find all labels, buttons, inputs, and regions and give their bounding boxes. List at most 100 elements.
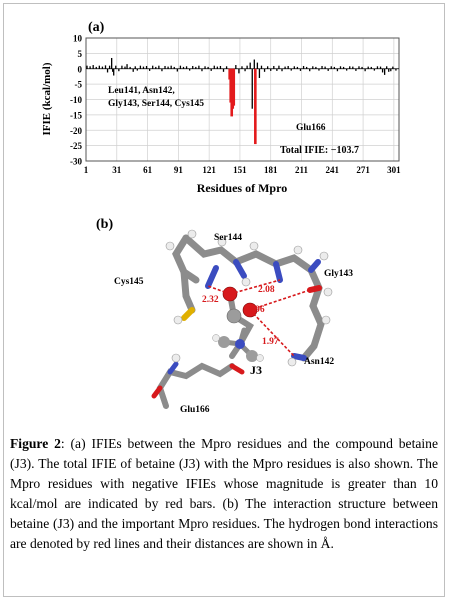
ifie-bar bbox=[296, 66, 299, 69]
ifie-bar bbox=[95, 66, 97, 69]
ifie-bar bbox=[124, 66, 126, 69]
annotation-total-ifie: Total IFIE: −103.7 bbox=[280, 145, 359, 156]
annotation-left-group-line1: Leu141, Asn142, bbox=[108, 86, 175, 96]
ifie-bar bbox=[321, 65, 323, 69]
highlight-bar bbox=[232, 68, 236, 106]
panel-a: (a) 10 5 0 -5 -10 -15 -20 -25 -30 1 31 61 91 121 151 18… bbox=[36, 15, 416, 200]
hbond-distance-labels: 2.32 2.08 1.96 1.97 bbox=[202, 285, 279, 347]
ifie-bar bbox=[284, 66, 286, 69]
ifie-bar bbox=[112, 68, 114, 72]
ifie-bar bbox=[222, 68, 225, 72]
ifie-bar bbox=[293, 66, 295, 69]
ifie-bar bbox=[145, 65, 148, 69]
x-tick-label: 61 bbox=[143, 165, 153, 175]
ifie-bar bbox=[134, 66, 136, 69]
y-tick-label: 10 bbox=[73, 34, 83, 44]
ifie-bar bbox=[260, 65, 263, 69]
y-tick-label: -25 bbox=[70, 141, 82, 151]
ifie-bar bbox=[92, 65, 94, 69]
y-tick-label: -20 bbox=[70, 126, 82, 136]
y-tick-label: 5 bbox=[78, 49, 83, 59]
ifie-bar bbox=[370, 66, 372, 69]
highlight-bar bbox=[254, 68, 257, 145]
ifie-bar bbox=[342, 66, 345, 69]
label-ligand-j3: J3 bbox=[250, 363, 262, 377]
ifie-bar bbox=[115, 65, 117, 69]
y-tick-label: -15 bbox=[70, 110, 82, 120]
panel-b-label: (b) bbox=[96, 217, 113, 232]
ifie-bar bbox=[104, 65, 107, 69]
x-tick-label: 241 bbox=[326, 165, 340, 175]
ifie-bar bbox=[176, 68, 178, 72]
ifie-bar bbox=[170, 65, 172, 69]
hbond-distance-3: 1.96 bbox=[248, 305, 265, 315]
ifie-bar bbox=[318, 68, 320, 71]
hbond-distance-1: 2.32 bbox=[202, 295, 219, 305]
x-tick-label: 31 bbox=[112, 165, 122, 175]
ifie-bar bbox=[376, 66, 379, 69]
ifie-bar bbox=[244, 68, 246, 72]
ifie-bar bbox=[339, 66, 342, 69]
ifie-bar bbox=[142, 66, 145, 69]
residue-labels: Ser144 Cys145 Gly143 Asn142 Glu166 J3 bbox=[114, 233, 353, 415]
figure-frame bbox=[3, 3, 445, 597]
ifie-bar bbox=[327, 68, 329, 71]
ifie-bar bbox=[164, 65, 166, 69]
ifie-bar-chart: (a) 10 5 0 -5 -10 -15 -20 -25 -301 31 61 91 121 151 18… bbox=[41, 20, 401, 195]
ifie-bar bbox=[388, 68, 390, 72]
ifie-bar bbox=[324, 66, 326, 69]
hbond-distance-2: 2.08 bbox=[258, 285, 275, 295]
y-tick-label: -5 bbox=[75, 80, 83, 90]
ifie-bar bbox=[246, 65, 248, 69]
ifie-bar bbox=[121, 65, 123, 69]
ifie-bar bbox=[118, 68, 120, 72]
annotation-left-group-line2: Gly143, Ser144, Cys145 bbox=[108, 99, 204, 109]
interaction-structure: (b) bbox=[96, 217, 353, 415]
hbond-distance-4: 1.97 bbox=[262, 337, 279, 347]
ifie-bar bbox=[249, 62, 251, 69]
x-tick-label: 181 bbox=[264, 165, 278, 175]
ifie-bar bbox=[251, 68, 253, 109]
x-axis-label: Residues of Mpro bbox=[197, 181, 287, 195]
ifie-bar bbox=[270, 68, 272, 71]
ifie-bar bbox=[213, 65, 215, 69]
label-asn142: Asn142 bbox=[304, 357, 334, 367]
ifie-bar bbox=[195, 66, 197, 69]
hydrogen-atoms bbox=[165, 229, 333, 367]
ifie-bar bbox=[158, 65, 160, 69]
label-gly143: Gly143 bbox=[324, 269, 353, 279]
ifie-bar bbox=[192, 65, 194, 69]
ifie-bar bbox=[386, 66, 388, 69]
x-tick-label: 271 bbox=[356, 165, 370, 175]
ifie-bar bbox=[263, 68, 266, 72]
ifie-bar bbox=[182, 66, 185, 69]
label-ser144: Ser144 bbox=[214, 233, 242, 243]
ifie-bar bbox=[235, 65, 237, 69]
ifie-bar bbox=[225, 66, 228, 69]
x-tick-label: 301 bbox=[387, 165, 401, 175]
x-tick-label: 121 bbox=[202, 165, 216, 175]
ifie-bar bbox=[273, 65, 275, 69]
ifie-bar bbox=[355, 68, 357, 71]
ifie-bar bbox=[201, 68, 203, 72]
y-tick-label: 0 bbox=[78, 64, 83, 74]
ifie-bar bbox=[336, 68, 339, 72]
ifie-bar bbox=[129, 66, 131, 69]
ifie-bar bbox=[89, 66, 91, 69]
ifie-bar bbox=[381, 68, 384, 73]
ifie-bar bbox=[139, 65, 142, 69]
ifie-bar bbox=[281, 68, 283, 72]
ifie-bar bbox=[198, 65, 200, 69]
ifie-bar bbox=[266, 66, 269, 69]
ifie-bar bbox=[299, 68, 302, 71]
ifie-bar bbox=[98, 65, 100, 69]
ifie-bar bbox=[241, 66, 243, 69]
x-tick-label: 91 bbox=[174, 165, 184, 175]
y-tick-label: -30 bbox=[70, 157, 82, 167]
ifie-bar bbox=[152, 65, 154, 69]
ifie-bar bbox=[207, 66, 209, 69]
ifie-bar bbox=[392, 66, 394, 69]
ifie-bar bbox=[256, 62, 259, 69]
ifie-bar bbox=[204, 66, 206, 69]
ifie-bar bbox=[216, 66, 219, 69]
